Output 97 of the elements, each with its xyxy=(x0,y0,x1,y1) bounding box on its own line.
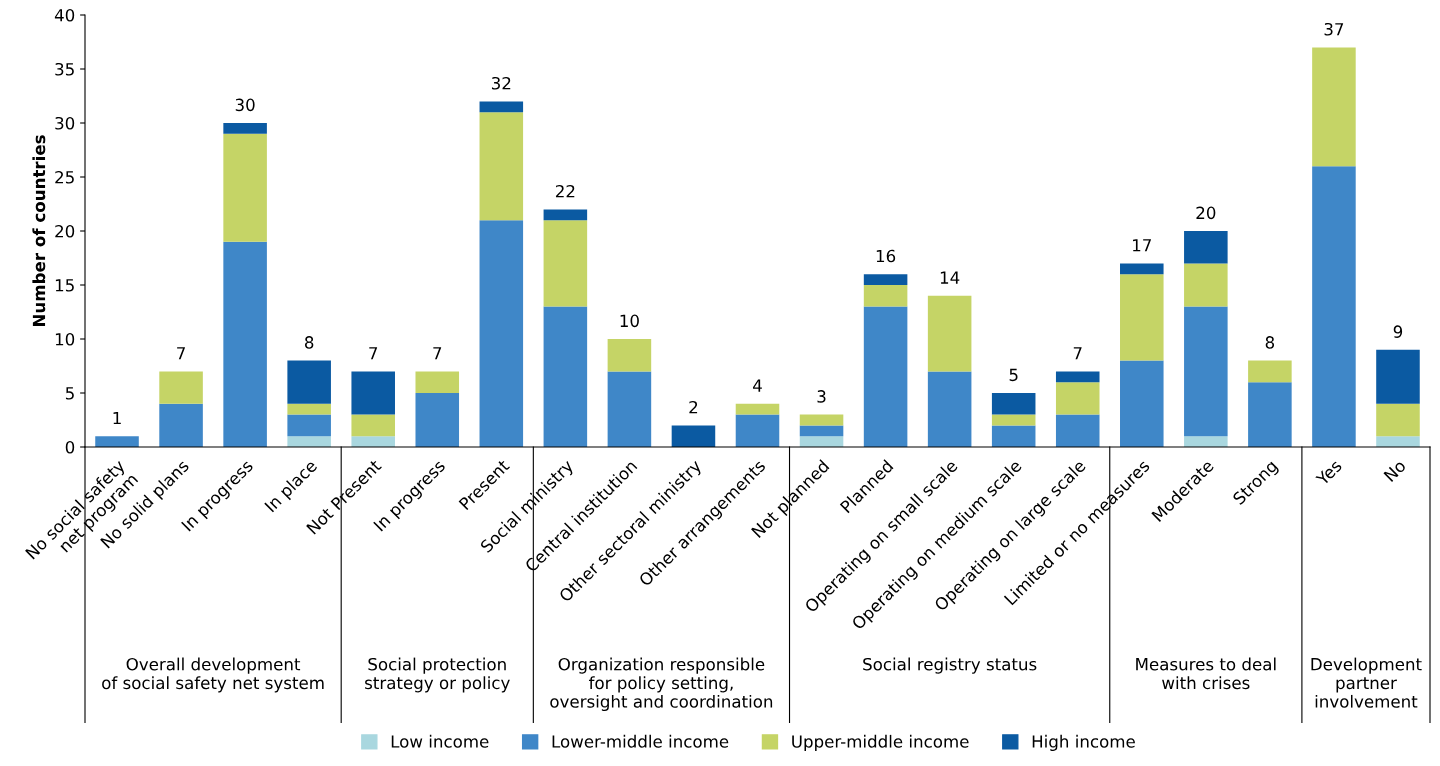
y-tick-label: 30 xyxy=(55,116,75,130)
bar xyxy=(1055,414,1100,447)
text: Social registry status xyxy=(863,657,1037,674)
total-label: 16 xyxy=(876,249,896,263)
y-tick-label: 20 xyxy=(55,224,75,238)
total-label: 3 xyxy=(817,390,826,403)
total-label: 8 xyxy=(304,336,314,349)
total-label: 7 xyxy=(433,347,442,360)
bar xyxy=(223,241,267,447)
total-label: 17 xyxy=(1133,239,1151,252)
y-tick-label: 25 xyxy=(55,170,74,184)
bar xyxy=(1376,403,1420,437)
bar xyxy=(991,393,1036,415)
bar xyxy=(543,306,588,447)
bar xyxy=(1312,47,1356,167)
bar xyxy=(1184,436,1228,447)
bar xyxy=(1376,436,1420,447)
bar xyxy=(671,425,716,447)
total-label: 4 xyxy=(753,379,762,392)
bar xyxy=(735,403,780,415)
bar xyxy=(1120,274,1164,361)
bar xyxy=(287,360,331,404)
bar xyxy=(159,371,203,404)
total-label: 37 xyxy=(1324,22,1344,36)
total-label: 5 xyxy=(1009,368,1018,382)
bar xyxy=(607,339,652,372)
total-label: 32 xyxy=(491,76,511,90)
total-label: 10 xyxy=(620,314,639,328)
bar xyxy=(1120,360,1164,447)
bar xyxy=(1184,263,1228,307)
text: Social protection strategy or policy xyxy=(365,657,510,693)
y-axis-title: Number of countries xyxy=(32,135,46,327)
bar xyxy=(95,436,139,447)
legend-label: Lower-middle income xyxy=(552,734,729,748)
bar xyxy=(927,295,972,372)
legend-label: Upper-middle income xyxy=(792,734,969,751)
bar xyxy=(863,285,908,307)
y-tick-label: 0 xyxy=(65,440,75,454)
x-tick-label: Yes xyxy=(1315,459,1343,487)
bar xyxy=(1055,371,1100,383)
text: Overall development of social safety net system xyxy=(102,657,324,693)
bar xyxy=(287,403,331,415)
bar xyxy=(223,123,267,134)
bar xyxy=(1055,382,1100,415)
total-label: 20 xyxy=(1196,206,1216,220)
bar xyxy=(1184,306,1228,437)
bar xyxy=(799,436,844,447)
total-label: 22 xyxy=(555,184,575,198)
bar xyxy=(991,414,1036,426)
text: Development partner involvement xyxy=(1311,657,1422,708)
bar xyxy=(799,425,844,437)
total-label: 7 xyxy=(369,347,378,360)
y-tick-label: 10 xyxy=(55,332,75,346)
bar xyxy=(927,371,972,447)
legend-label: Low income xyxy=(391,734,489,748)
bar xyxy=(479,112,524,221)
bar xyxy=(351,436,395,447)
bar xyxy=(1248,382,1292,447)
bar xyxy=(1376,349,1420,404)
y-tick-label: 5 xyxy=(65,387,74,400)
total-label: 2 xyxy=(689,400,698,414)
bar xyxy=(415,393,460,447)
legend-label: High income xyxy=(1032,734,1135,751)
bar xyxy=(1312,166,1356,447)
bar xyxy=(1184,231,1228,264)
x-tick-label: No xyxy=(1383,459,1407,483)
text: Organization responsible for policy setting, oversight and coordination xyxy=(550,657,773,712)
bar xyxy=(159,403,203,447)
text: Measures to deal with crises xyxy=(1136,657,1276,690)
bar xyxy=(351,414,395,437)
bar xyxy=(607,371,652,447)
bar xyxy=(799,414,844,426)
bar xyxy=(1248,360,1292,383)
total-label: 30 xyxy=(235,98,255,112)
total-label: 8 xyxy=(1265,336,1275,349)
bar xyxy=(223,133,267,242)
y-tick-label: 15 xyxy=(55,279,74,292)
bar xyxy=(479,220,524,447)
bar xyxy=(543,209,588,221)
bar xyxy=(1120,263,1164,275)
total-label: 14 xyxy=(940,271,960,284)
bar xyxy=(287,436,331,447)
bar xyxy=(287,414,331,437)
y-tick-label: 40 xyxy=(54,8,75,22)
total-label: 9 xyxy=(1393,325,1403,338)
total-label: 1 xyxy=(113,411,121,425)
bar xyxy=(543,220,588,307)
total-label: 7 xyxy=(177,347,185,360)
y-tick-label: 35 xyxy=(55,62,74,76)
bar xyxy=(863,306,908,447)
bar xyxy=(991,425,1036,447)
total-label: 7 xyxy=(1073,347,1082,360)
bar xyxy=(479,101,524,113)
bar xyxy=(863,274,908,285)
bar xyxy=(735,414,780,447)
bar xyxy=(415,371,460,393)
bar xyxy=(351,371,395,415)
